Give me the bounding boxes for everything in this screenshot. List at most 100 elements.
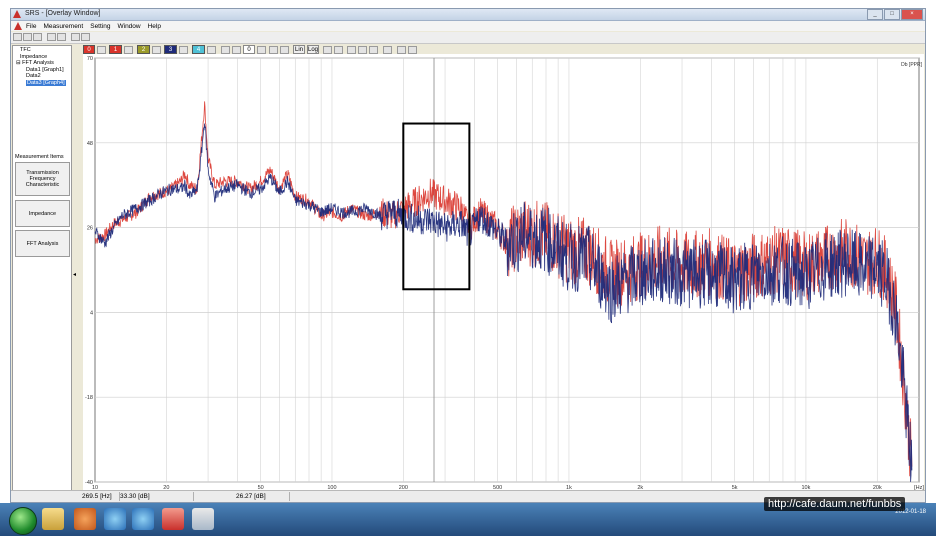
delete-icon[interactable] [97, 46, 106, 54]
tree-item-fft-label: FFT Analysis [22, 60, 54, 66]
x-tick-label: 20 [163, 485, 169, 490]
dropdown-icon[interactable] [408, 46, 417, 54]
y-tick-label: 4 [90, 310, 93, 316]
status-level-1: 33.30 [dB] [117, 492, 194, 501]
channel-1-toggle[interactable]: 1 [109, 45, 122, 54]
x-tick-label: 100 [327, 485, 336, 490]
spin-icon[interactable] [257, 46, 266, 54]
zoom-reset-icon[interactable] [369, 46, 378, 54]
tool-icon[interactable] [71, 33, 80, 41]
tree-item-data2[interactable]: Data2 [26, 73, 41, 79]
impedance-button[interactable]: Impedance [15, 200, 70, 227]
tfc-button[interactable]: Transmission Frequency Characteristic [15, 162, 70, 196]
marker-1-icon[interactable] [334, 46, 343, 54]
lin-scale-button[interactable]: Lin [293, 45, 305, 54]
plot-area[interactable]: 70 48 26 4 -18 -40 10 20 50 100 200 500 1k 2k 5k 10k 20k… [83, 54, 924, 499]
minimize-button[interactable]: _ [867, 9, 883, 20]
series-line-2 [94, 123, 913, 482]
bar-icon[interactable] [383, 46, 392, 54]
watermark: http://cafe.daum.net/funbbs [764, 497, 906, 511]
print-preview-icon[interactable] [47, 33, 56, 41]
system-tray: 2012-01-18 [895, 508, 926, 517]
channel-0-toggle[interactable]: 0 [83, 45, 95, 54]
x-tick-label: [Hz] [914, 485, 924, 490]
y-tick-label: -18 [85, 395, 93, 401]
app-window: SRS - [Overlay Window] _ □ × File Measur… [10, 8, 926, 503]
menu-help[interactable]: Help [147, 22, 161, 30]
x-tick-label: 10k [801, 485, 810, 490]
channel-3-toggle[interactable]: 3 [164, 45, 177, 54]
y-tick-label: 70 [87, 56, 93, 62]
media-player-icon[interactable] [74, 508, 96, 530]
channel-2-toggle[interactable]: 2 [137, 45, 150, 54]
x-tick-label: 50 [258, 485, 264, 490]
fft-analysis-button[interactable]: FFT Analysis [15, 230, 70, 257]
maximize-button[interactable]: □ [884, 9, 900, 20]
zoom-fit-icon[interactable] [221, 46, 230, 54]
marker-icon[interactable] [323, 46, 332, 54]
value-input[interactable]: 0 [243, 45, 255, 54]
x-tick-label: 20k [873, 485, 882, 490]
splitter-arrow-icon[interactable]: ◂ [73, 272, 77, 278]
srs-app-icon[interactable] [162, 508, 184, 530]
tree-view: TFC Impedance ⊟ FFT Analysis Data1 [Grap… [16, 47, 66, 86]
menu-measurement[interactable]: Measurement [43, 22, 84, 30]
delete-icon[interactable] [152, 46, 161, 54]
x-tick-label: 1k [566, 485, 572, 490]
grid-icon[interactable] [269, 46, 278, 54]
open-file-icon[interactable] [23, 33, 32, 41]
x-tick-label: 10 [92, 485, 98, 490]
delete-icon[interactable] [207, 46, 216, 54]
taskbar: 2012-01-18 [0, 503, 936, 536]
graph-option-icon[interactable] [397, 46, 406, 54]
measurement-items-label: Measurement Items [15, 154, 64, 160]
print-icon[interactable] [57, 33, 66, 41]
unit-label: Db [PPR] [901, 62, 922, 68]
zoom-out-icon[interactable] [347, 46, 356, 54]
y-tick-label: 48 [87, 141, 93, 147]
help-icon[interactable] [81, 33, 90, 41]
x-tick-label: 200 [399, 485, 408, 490]
window-title: SRS - [Overlay Window] [25, 10, 101, 17]
mdi-icon[interactable] [14, 22, 22, 30]
x-tick-label: 500 [493, 485, 502, 490]
copy-icon[interactable] [232, 46, 241, 54]
tree-item-data1[interactable]: Data1 [Graph1] [26, 66, 64, 73]
log-scale-button[interactable]: Log [307, 45, 319, 54]
ie-icon[interactable] [104, 508, 126, 530]
tree-item-data3-label: Data3 [Graph4] [26, 79, 66, 86]
status-frequency: 269.5 [Hz] [79, 492, 120, 501]
ie-icon-2[interactable] [132, 508, 154, 530]
status-level-2: 26.27 [dB] [233, 492, 290, 501]
tree-item-impedance[interactable]: Impedance [20, 53, 48, 60]
tree-item-tfc[interactable]: TFC [20, 47, 31, 53]
y-tick-label: -40 [85, 480, 93, 486]
new-file-icon[interactable] [13, 33, 22, 41]
tree-item-fft[interactable]: ⊟ FFT Analysis [16, 60, 54, 66]
x-tick-label: 5k [732, 485, 738, 490]
left-panel: TFC Impedance ⊟ FFT Analysis Data1 [Grap… [12, 45, 72, 499]
explorer-icon[interactable] [42, 508, 64, 530]
x-tick-label: 2k [637, 485, 643, 490]
save-icon[interactable] [33, 33, 42, 41]
menu-window[interactable]: Window [117, 22, 141, 30]
start-button[interactable] [9, 507, 37, 535]
delete-icon[interactable] [124, 46, 133, 54]
close-button[interactable]: × [901, 9, 923, 20]
notepad-icon[interactable] [192, 508, 214, 530]
tree-item-data3[interactable]: Data3 [Graph4] [16, 79, 66, 87]
menu-file[interactable]: File [26, 22, 37, 30]
highlight-box [402, 122, 471, 291]
app-logo-icon [13, 10, 21, 18]
menu-bar: File Measurement Setting Window Help [11, 21, 925, 31]
channel-4-toggle[interactable]: 4 [192, 45, 205, 54]
delete-icon[interactable] [179, 46, 188, 54]
dropdown-icon[interactable] [280, 46, 289, 54]
status-bar: 269.5 [Hz] 33.30 [dB] 26.27 [dB] [11, 490, 925, 502]
title-bar: SRS - [Overlay Window] _ □ × [11, 9, 925, 21]
menu-setting[interactable]: Setting [90, 22, 111, 30]
tray-date: 2012-01-18 [895, 509, 926, 515]
y-tick-label: 26 [87, 226, 93, 232]
zoom-in-icon[interactable] [358, 46, 367, 54]
